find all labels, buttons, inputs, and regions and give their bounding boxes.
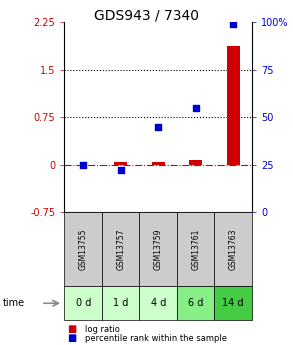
Text: GSM13763: GSM13763 bbox=[229, 228, 238, 270]
Bar bbox=[114, 161, 127, 165]
Text: 1 d: 1 d bbox=[113, 298, 128, 308]
Text: GSM13759: GSM13759 bbox=[154, 228, 163, 270]
Text: percentile rank within the sample: percentile rank within the sample bbox=[85, 334, 227, 343]
Bar bbox=[152, 161, 165, 165]
Text: 6 d: 6 d bbox=[188, 298, 203, 308]
Text: time: time bbox=[3, 298, 25, 308]
Point bbox=[231, 21, 236, 27]
Point bbox=[81, 162, 86, 167]
Point bbox=[118, 168, 123, 173]
Text: 4 d: 4 d bbox=[151, 298, 166, 308]
Text: GSM13761: GSM13761 bbox=[191, 229, 200, 270]
Text: log ratio: log ratio bbox=[85, 325, 120, 334]
Text: ■: ■ bbox=[67, 325, 77, 334]
Bar bbox=[189, 160, 202, 165]
Text: GSM13755: GSM13755 bbox=[79, 228, 88, 270]
Bar bbox=[227, 47, 240, 165]
Text: 0 d: 0 d bbox=[76, 298, 91, 308]
Point bbox=[156, 124, 161, 129]
Point bbox=[193, 105, 198, 110]
Text: 14 d: 14 d bbox=[222, 298, 244, 308]
Text: ■: ■ bbox=[67, 334, 77, 343]
Text: GSM13757: GSM13757 bbox=[116, 228, 125, 270]
Text: GDS943 / 7340: GDS943 / 7340 bbox=[94, 9, 199, 23]
